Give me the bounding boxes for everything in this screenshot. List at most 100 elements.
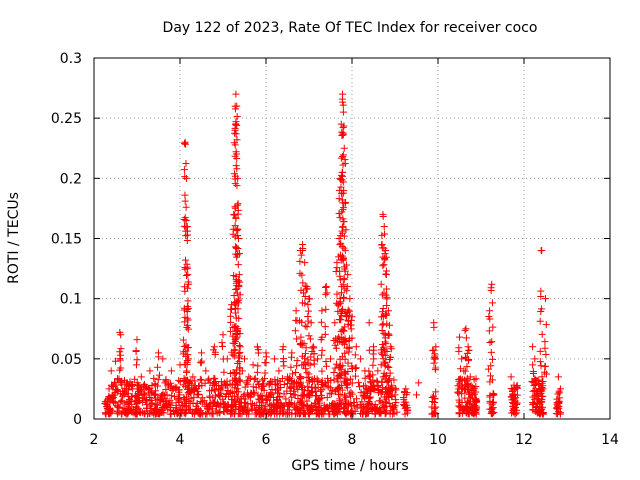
data-point bbox=[272, 408, 280, 416]
data-point bbox=[184, 271, 192, 279]
data-point bbox=[298, 271, 306, 279]
data-point bbox=[147, 389, 155, 397]
data-point bbox=[303, 382, 311, 390]
data-point bbox=[465, 390, 473, 398]
data-point bbox=[159, 355, 167, 363]
data-point bbox=[231, 211, 239, 219]
data-point bbox=[339, 305, 347, 313]
data-point bbox=[168, 392, 176, 400]
data-point bbox=[124, 390, 132, 398]
data-point bbox=[236, 348, 244, 356]
data-point bbox=[210, 343, 218, 351]
data-point bbox=[538, 247, 546, 255]
data-point bbox=[306, 361, 314, 369]
data-point bbox=[310, 360, 318, 368]
data-point bbox=[263, 396, 271, 404]
data-point bbox=[338, 171, 346, 179]
data-point bbox=[275, 392, 283, 400]
data-point bbox=[511, 397, 519, 405]
data-point bbox=[151, 394, 159, 402]
data-point bbox=[235, 376, 243, 384]
data-point bbox=[153, 363, 161, 371]
data-point bbox=[485, 327, 493, 335]
data-point bbox=[538, 330, 546, 338]
data-point bbox=[311, 384, 319, 392]
data-point bbox=[216, 386, 224, 394]
data-point bbox=[361, 382, 369, 390]
data-point bbox=[342, 198, 350, 206]
data-point bbox=[184, 377, 192, 385]
data-point bbox=[168, 382, 176, 390]
data-point bbox=[557, 385, 565, 393]
data-point bbox=[205, 375, 213, 383]
data-point bbox=[277, 384, 285, 392]
data-point bbox=[488, 299, 496, 307]
data-point bbox=[322, 305, 330, 313]
data-point bbox=[321, 379, 329, 387]
data-point bbox=[361, 374, 369, 382]
data-point bbox=[122, 379, 130, 387]
data-point bbox=[333, 264, 341, 272]
data-point bbox=[349, 410, 357, 418]
data-point bbox=[297, 251, 305, 259]
data-point bbox=[231, 384, 239, 392]
data-point bbox=[382, 253, 390, 261]
data-point bbox=[387, 343, 395, 351]
data-point bbox=[210, 398, 218, 406]
data-point bbox=[508, 388, 516, 396]
data-point bbox=[184, 316, 192, 324]
data-point bbox=[402, 385, 410, 393]
data-point bbox=[384, 363, 392, 371]
data-point bbox=[365, 385, 373, 393]
data-point bbox=[297, 333, 305, 341]
data-point bbox=[486, 393, 494, 401]
data-point bbox=[287, 353, 295, 361]
data-point bbox=[536, 358, 544, 366]
data-point bbox=[531, 381, 539, 389]
data-point bbox=[428, 394, 436, 402]
data-point bbox=[343, 408, 351, 416]
data-point bbox=[217, 399, 225, 407]
data-point bbox=[209, 394, 217, 402]
data-point bbox=[304, 403, 312, 411]
data-point bbox=[110, 378, 118, 386]
data-point bbox=[404, 406, 412, 414]
data-point bbox=[307, 319, 315, 327]
data-point bbox=[304, 410, 312, 418]
data-point bbox=[173, 409, 181, 417]
data-point bbox=[150, 406, 158, 414]
data-point bbox=[340, 144, 348, 152]
data-point bbox=[261, 369, 269, 377]
data-point bbox=[320, 382, 328, 390]
data-point bbox=[227, 327, 235, 335]
data-point bbox=[304, 317, 312, 325]
data-point bbox=[344, 271, 352, 279]
data-point bbox=[385, 331, 393, 339]
data-point bbox=[181, 173, 189, 181]
data-point bbox=[301, 322, 309, 330]
data-point bbox=[235, 295, 243, 303]
data-point bbox=[180, 166, 188, 174]
data-point bbox=[466, 406, 474, 414]
data-point bbox=[279, 408, 287, 416]
data-point bbox=[197, 398, 205, 406]
data-point bbox=[109, 393, 117, 401]
data-point bbox=[511, 404, 519, 412]
data-point bbox=[488, 355, 496, 363]
data-point bbox=[262, 359, 270, 367]
y-tick-label: 0.25 bbox=[51, 111, 82, 127]
data-point bbox=[509, 391, 517, 399]
data-point bbox=[392, 384, 400, 392]
data-point bbox=[530, 382, 538, 390]
data-point bbox=[302, 365, 310, 373]
data-point bbox=[387, 345, 395, 353]
data-point bbox=[181, 140, 189, 148]
data-point bbox=[227, 318, 235, 326]
data-point bbox=[353, 395, 361, 403]
data-point bbox=[539, 378, 547, 386]
data-point bbox=[324, 383, 332, 391]
data-point bbox=[380, 329, 388, 337]
data-point bbox=[430, 323, 438, 331]
data-point bbox=[369, 371, 377, 379]
data-point bbox=[221, 380, 229, 388]
